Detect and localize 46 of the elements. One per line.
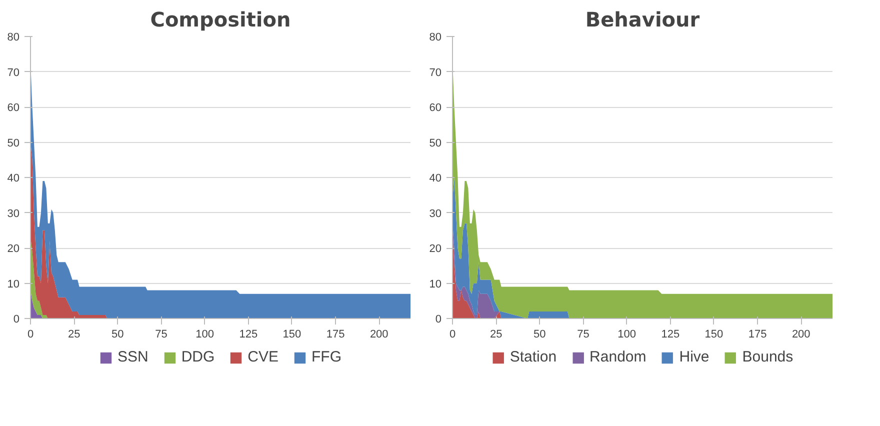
y-tick-label: 80 — [429, 32, 442, 44]
legend-label: Random — [590, 348, 646, 366]
y-tick-label: 70 — [429, 66, 442, 79]
x-tick-label: 150 — [704, 328, 724, 340]
x-tick-label: 125 — [661, 328, 680, 340]
legend-label: SSN — [117, 348, 148, 366]
x-tick-label: 125 — [239, 328, 258, 340]
y-tick-label: 70 — [7, 66, 20, 79]
y-tick-label: 30 — [429, 208, 442, 220]
y-tick-label: 50 — [7, 137, 20, 150]
y-tick-label: 60 — [7, 102, 20, 114]
x-tick-label: 150 — [282, 328, 302, 340]
y-tick-label: 0 — [435, 314, 442, 326]
x-tick-label: 200 — [370, 328, 388, 340]
x-tick-label: 25 — [490, 328, 502, 340]
legend-label: CVE — [248, 348, 279, 366]
legend-label: Hive — [679, 348, 710, 366]
y-tick-label: 40 — [429, 172, 442, 184]
y-tick-label: 10 — [429, 278, 442, 290]
chart-title: Behaviour — [585, 8, 700, 32]
x-tick-label: 175 — [748, 328, 767, 340]
y-tick-label: 20 — [429, 243, 442, 255]
legend-label: DDG — [181, 348, 215, 366]
x-tick-label: 75 — [155, 328, 168, 340]
y-tick-label: 20 — [7, 243, 20, 255]
x-tick-label: 50 — [112, 328, 124, 340]
x-tick-label: 0 — [27, 328, 34, 340]
x-tick-label: 200 — [792, 328, 810, 340]
y-tick-label: 80 — [7, 32, 20, 44]
y-tick-label: 0 — [13, 314, 20, 326]
x-tick-label: 100 — [196, 328, 214, 340]
legend-label: Bounds — [742, 348, 794, 366]
x-tick-label: 100 — [618, 328, 636, 340]
chart-title: Composition — [150, 8, 291, 32]
y-tick-label: 50 — [429, 137, 442, 150]
legend-label: Station — [510, 348, 557, 366]
x-tick-label: 50 — [534, 328, 546, 340]
y-tick-label: 10 — [7, 278, 20, 290]
y-tick-label: 40 — [7, 172, 20, 184]
x-tick-label: 25 — [68, 328, 80, 340]
y-tick-label: 30 — [7, 208, 20, 220]
x-tick-label: 175 — [326, 328, 345, 340]
y-tick-label: 60 — [429, 102, 442, 114]
x-tick-label: 0 — [449, 328, 456, 340]
x-tick-label: 75 — [577, 328, 590, 340]
legend-label: FFG — [312, 348, 342, 366]
